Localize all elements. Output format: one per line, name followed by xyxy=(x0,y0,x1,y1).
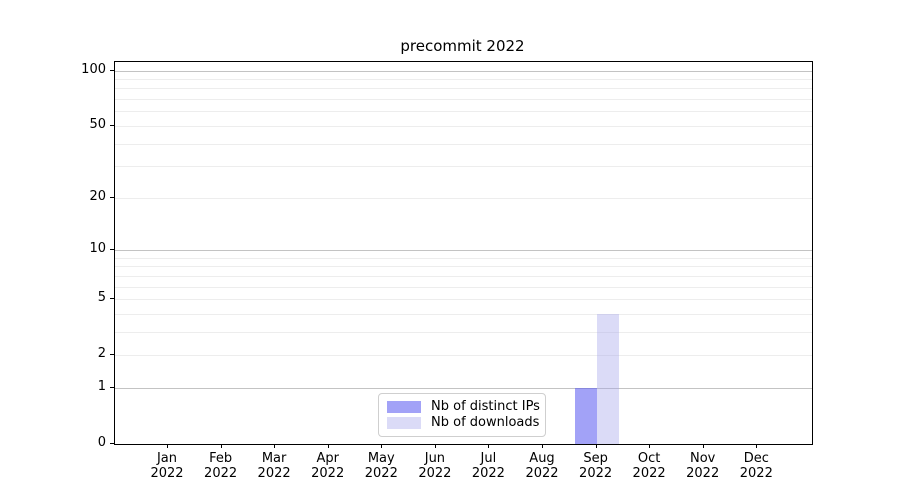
y-tick-label: 50 xyxy=(89,116,106,132)
minor-gridline xyxy=(115,355,812,357)
x-tick-label: Jan 2022 xyxy=(150,451,184,481)
bar-sep-s0 xyxy=(574,387,597,444)
x-tick xyxy=(702,444,704,448)
x-tick-label: Nov 2022 xyxy=(686,451,720,481)
minor-gridline xyxy=(115,286,812,288)
x-tick-label: Oct 2022 xyxy=(632,451,666,481)
bar-sep-s1 xyxy=(596,313,619,444)
x-tick xyxy=(220,444,222,448)
minor-gridline xyxy=(115,197,812,199)
x-tick-label: Mar 2022 xyxy=(257,451,291,481)
minor-gridline xyxy=(115,266,812,268)
x-tick-label: Jun 2022 xyxy=(418,451,452,481)
minor-gridline xyxy=(115,257,812,259)
legend-label-downloads: Nb of downloads xyxy=(431,415,540,430)
plot-area xyxy=(114,61,813,445)
y-tick xyxy=(110,354,114,356)
legend-label-distinct-ips: Nb of distinct IPs xyxy=(431,399,540,414)
minor-gridline xyxy=(115,143,812,145)
x-tick xyxy=(649,444,651,448)
major-gridline xyxy=(115,387,812,389)
y-tick-label: 5 xyxy=(97,290,106,305)
y-tick-label: 0 xyxy=(97,435,106,450)
major-gridline xyxy=(115,70,812,72)
x-tick xyxy=(542,444,543,448)
legend-item-distinct-ips: Nb of distinct IPs xyxy=(387,399,540,415)
x-tick-label: Apr 2022 xyxy=(311,451,345,481)
legend-item-downloads: Nb of downloads xyxy=(387,415,540,431)
x-tick-label: Sep 2022 xyxy=(579,451,613,481)
minor-gridline xyxy=(115,166,812,168)
legend: Nb of distinct IPs Nb of downloads xyxy=(378,393,546,437)
y-tick xyxy=(110,196,114,198)
chart-title: precommit 2022 xyxy=(400,37,525,55)
y-tick xyxy=(110,443,114,444)
y-tick-label: 10 xyxy=(89,241,106,256)
x-tick xyxy=(434,444,436,448)
x-tick-label: Feb 2022 xyxy=(204,451,238,481)
minor-gridline xyxy=(115,111,812,113)
major-gridline xyxy=(115,250,812,251)
legend-swatch-distinct-ips xyxy=(387,401,421,413)
x-tick-label: Jul 2022 xyxy=(471,451,505,481)
minor-gridline xyxy=(115,99,812,101)
x-tick xyxy=(381,444,383,448)
x-tick xyxy=(756,444,758,448)
minor-gridline xyxy=(115,331,812,333)
x-tick xyxy=(488,444,490,448)
minor-gridline xyxy=(115,275,812,277)
y-tick-label: 2 xyxy=(97,346,106,362)
y-tick xyxy=(110,69,114,71)
x-tick xyxy=(274,444,276,448)
y-tick-label: 1 xyxy=(97,378,106,394)
minor-gridline xyxy=(115,88,812,90)
x-tick xyxy=(327,444,329,448)
minor-gridline xyxy=(115,79,812,80)
y-tick-label: 100 xyxy=(81,61,106,77)
minor-gridline xyxy=(115,125,812,127)
x-tick-label: May 2022 xyxy=(364,451,398,481)
x-tick-label: Aug 2022 xyxy=(525,451,559,481)
x-tick xyxy=(167,444,168,448)
y-tick xyxy=(110,124,114,126)
minor-gridline xyxy=(115,299,812,300)
y-tick xyxy=(110,298,114,299)
minor-gridline xyxy=(115,313,812,315)
legend-swatch-downloads xyxy=(387,417,421,429)
x-tick-label: Dec 2022 xyxy=(739,451,773,481)
y-tick xyxy=(110,386,114,388)
x-tick xyxy=(595,444,597,448)
y-tick xyxy=(110,249,114,250)
y-tick-label: 20 xyxy=(89,188,106,204)
